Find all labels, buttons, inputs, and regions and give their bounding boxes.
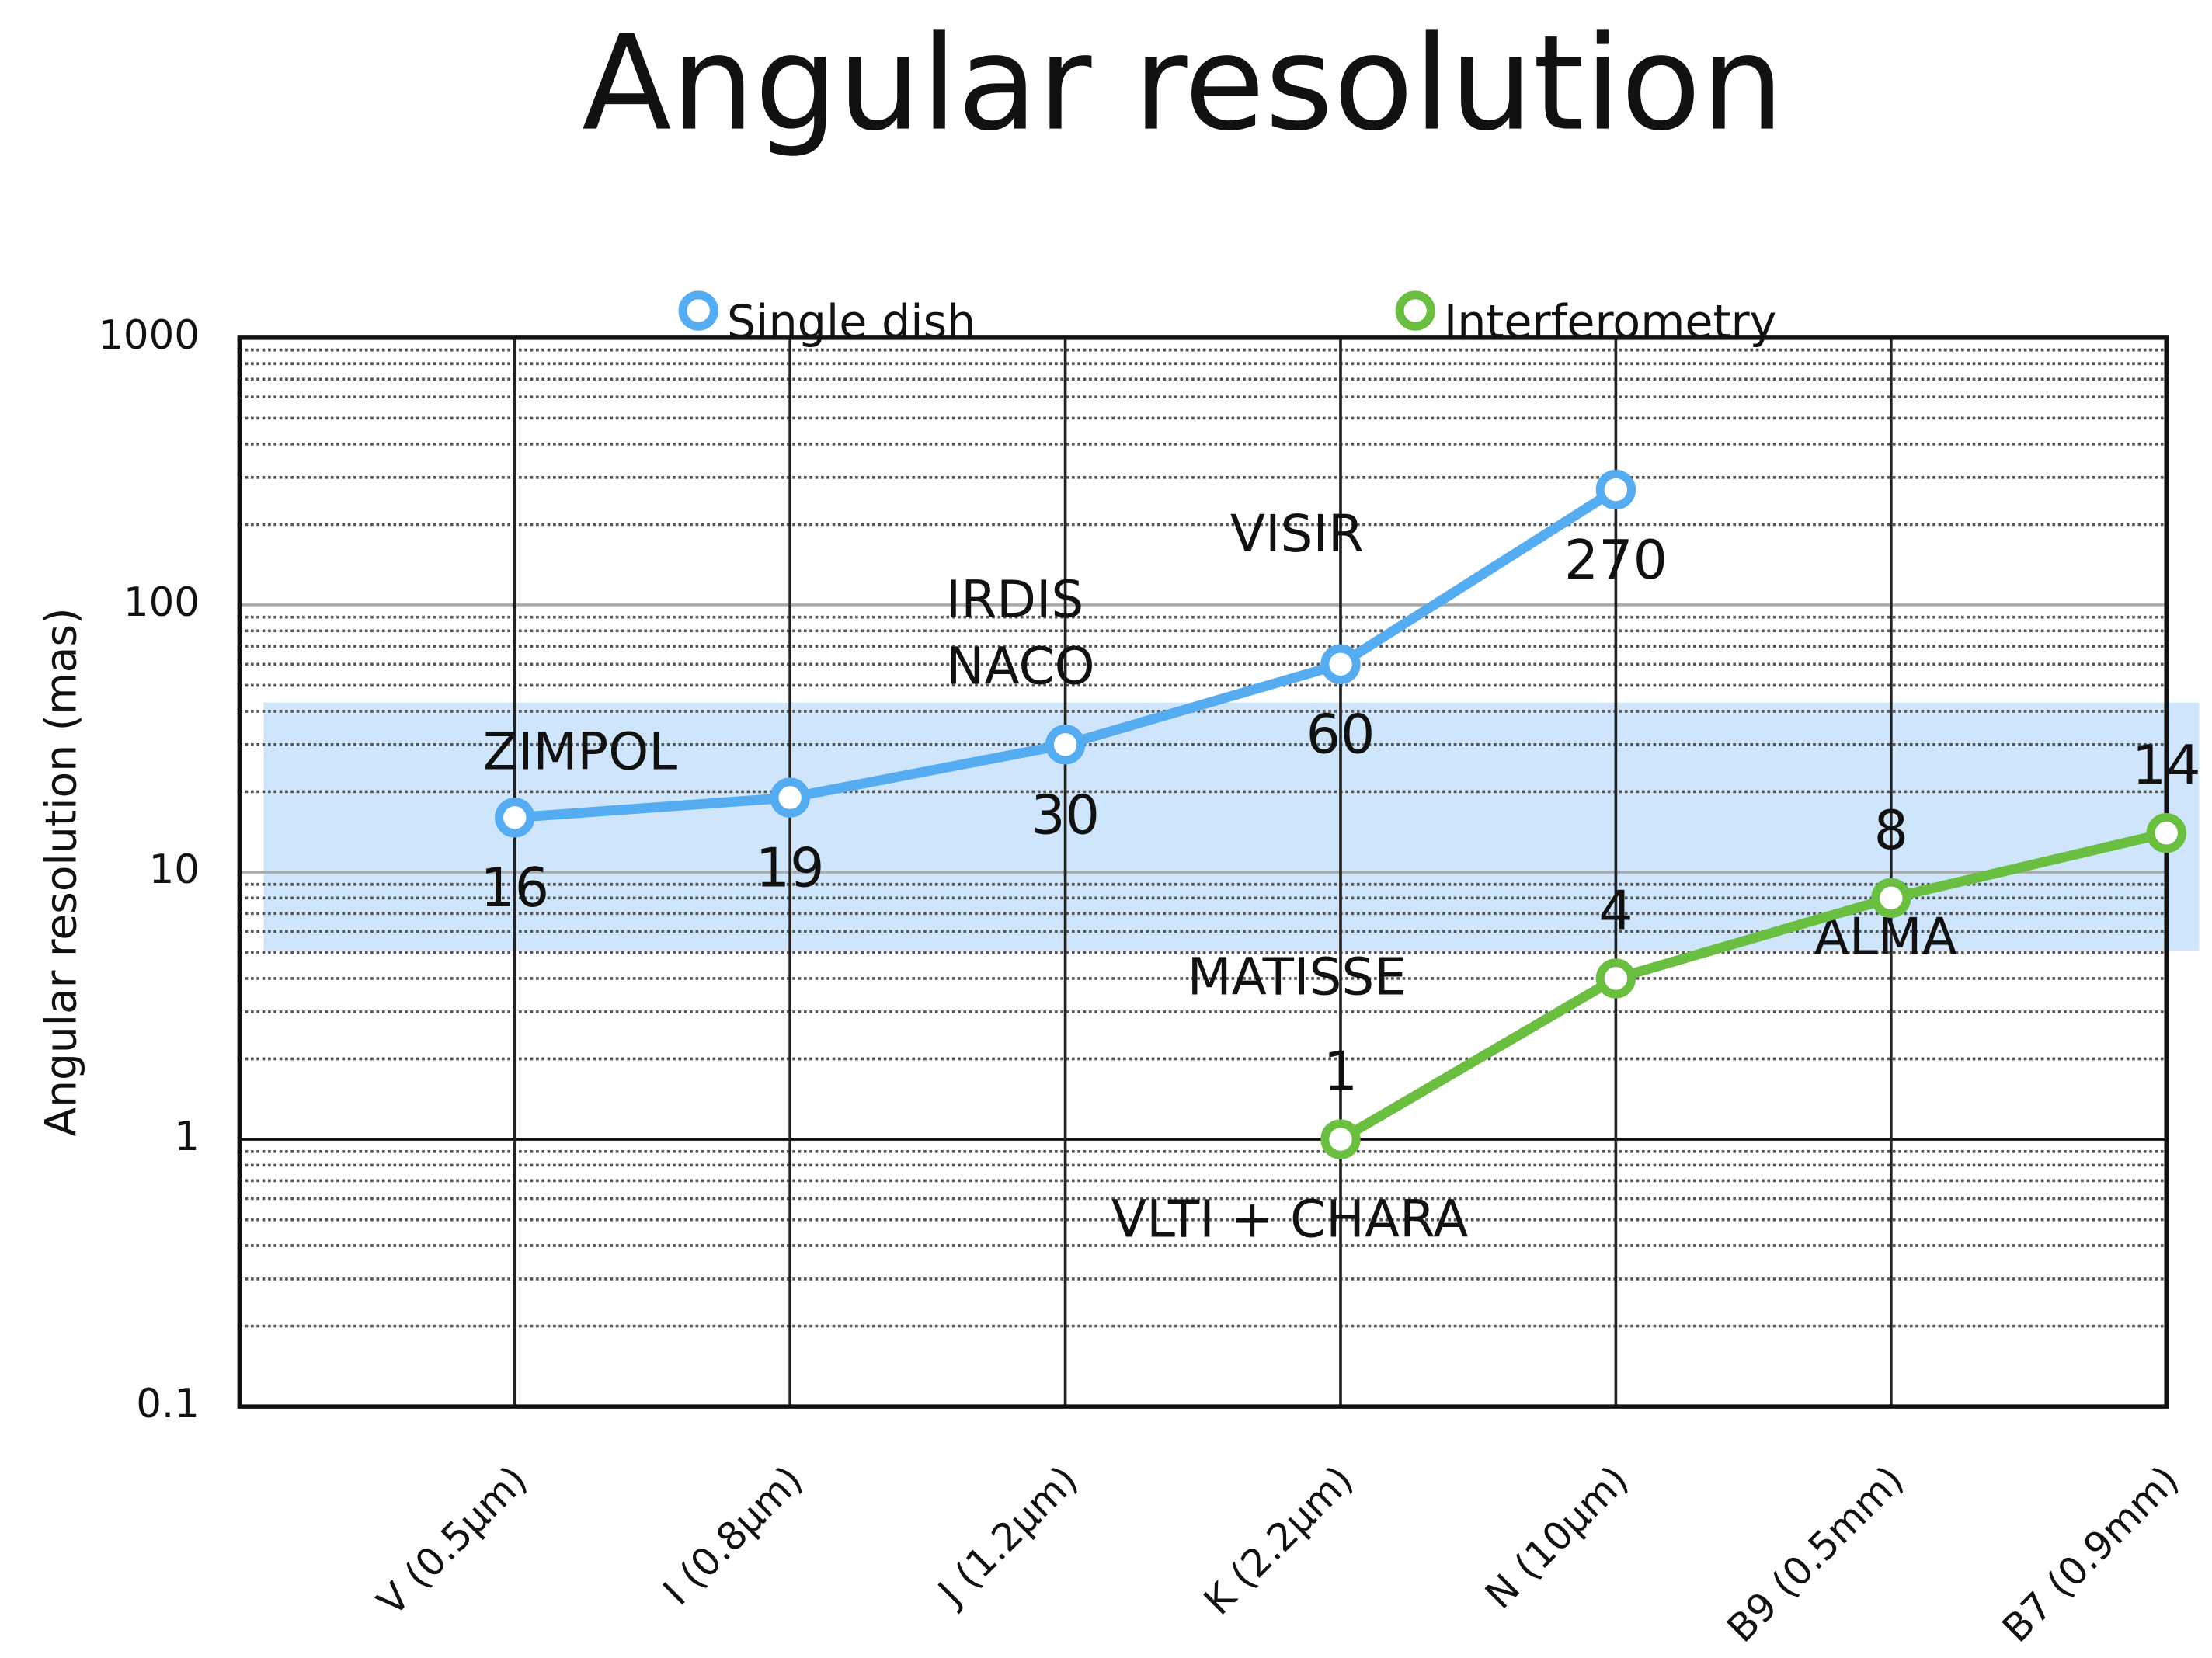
- x-tick-label: V (0.5µm): [368, 1457, 536, 1625]
- legend-marker: [678, 290, 718, 331]
- point: [495, 798, 535, 838]
- data-label: 60: [1306, 704, 1376, 766]
- point: [770, 777, 810, 818]
- legend-label: Single dish: [727, 295, 976, 348]
- legend-label: Interferometry: [1444, 295, 1777, 348]
- y-tick-label: 100: [123, 579, 200, 626]
- x-tick-label: N (10µm): [1476, 1457, 1637, 1618]
- x-tick-label: B7 (0.9mm): [1994, 1457, 2188, 1651]
- y-tick-label: 0.1: [136, 1381, 200, 1427]
- annotation: VISIR: [1230, 504, 1364, 564]
- point: [2146, 813, 2186, 853]
- point: [1320, 644, 1361, 684]
- point: [1595, 469, 1636, 510]
- y-tick-label: 1: [174, 1114, 200, 1160]
- point: [1871, 878, 1911, 919]
- annotation: ZIMPOL: [483, 722, 678, 782]
- y-tick-label: 10: [149, 846, 200, 893]
- data-label: 8: [1874, 799, 1908, 862]
- x-tick-label: B9 (0.5mm): [1718, 1457, 1912, 1651]
- annotation: VLTI + CHARA: [1111, 1189, 1468, 1249]
- x-tick-label: I (0.8µm): [654, 1457, 811, 1614]
- y-tick-label: 1000: [98, 312, 200, 359]
- annotation: IRDIS: [946, 569, 1084, 629]
- point: [1595, 958, 1636, 999]
- data-label: 4: [1598, 879, 1633, 942]
- data-label: 14: [2132, 734, 2201, 797]
- y-axis-label: Angular resolution (mas): [37, 607, 86, 1136]
- data-label: 30: [1031, 784, 1100, 846]
- annotation: NACO: [946, 637, 1095, 697]
- series-line: [1337, 828, 2168, 1144]
- data-label: 1: [1323, 1041, 1358, 1104]
- data-label: 270: [1564, 529, 1668, 592]
- data-label: 16: [480, 857, 549, 919]
- x-tick-label: J (1.2µm): [928, 1457, 1087, 1615]
- plot-frame: [237, 335, 2169, 1409]
- chart-title: Angular resolution: [582, 7, 1784, 160]
- x-tick-label: K (2.2µm): [1195, 1457, 1362, 1624]
- point: [1045, 725, 1086, 765]
- point: [1320, 1119, 1361, 1159]
- data-label: 19: [756, 837, 825, 900]
- legend-marker: [1395, 290, 1435, 331]
- annotation: MATISSE: [1188, 947, 1407, 1007]
